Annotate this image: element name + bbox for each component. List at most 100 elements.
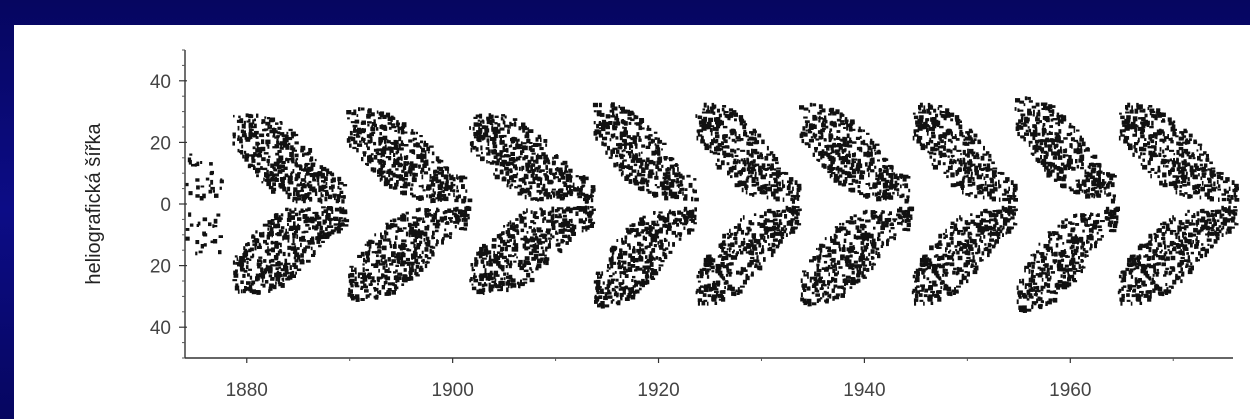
sunspot-mark [272,146,278,149]
sunspot-mark [499,162,504,167]
sunspot-mark [236,257,239,261]
sunspot-mark [354,285,360,288]
sunspot-mark [551,191,555,195]
sunspot-mark [857,170,860,174]
sunspot-mark [607,145,610,151]
sunspot-mark [845,220,849,224]
sunspot-mark [839,138,842,141]
sunspot-mark [276,232,282,237]
sunspot-mark [474,259,479,265]
sunspot-mark [726,281,729,285]
sunspot-mark [516,156,521,161]
sunspot-mark [487,149,491,153]
sunspot-mark [859,192,864,196]
sunspot-mark [503,277,506,281]
sunspot-mark [566,175,568,179]
sunspot-mark [822,280,826,285]
sunspot-mark [666,168,672,171]
sunspot-mark [587,205,590,210]
sunspot-mark [872,144,877,150]
sunspot-mark [812,256,817,261]
sunspot-mark [738,159,741,164]
sunspot-mark [298,210,301,216]
sunspot-mark [283,166,288,170]
sunspot-mark [783,172,789,175]
sunspot-mark [501,231,504,235]
sunspot-mark [242,154,245,159]
sunspot-mark [912,288,916,293]
sunspot-mark [283,176,287,180]
sunspot-mark [632,135,636,139]
sunspot-mark [420,196,424,201]
sunspot-mark [653,233,659,239]
sunspot-mark [522,126,525,131]
sunspot-mark [565,178,570,183]
sunspot-mark [684,194,688,198]
sunspot-mark [559,170,563,176]
sunspot-mark [738,134,741,139]
sunspot-mark [285,190,288,195]
sunspot-mark [277,169,283,174]
sunspot-mark [543,173,547,176]
sunspot-mark [513,119,516,122]
sunspot-mark [617,121,621,126]
sunspot-mark [827,253,832,258]
sunspot-mark [611,107,615,111]
sunspot-mark [631,223,636,227]
sunspot-mark [423,140,426,145]
sunspot-mark [509,184,512,190]
sunspot-mark [479,113,483,119]
sunspot-mark [748,153,753,157]
sunspot-mark [820,297,823,300]
sunspot-mark [678,173,683,179]
sunspot-mark [694,197,699,202]
sunspot-mark [367,274,371,278]
sunspot-mark [455,206,459,211]
sunspot-mark [195,240,200,245]
sunspot-mark [685,221,689,224]
sunspot-mark [627,262,631,267]
sunspot-mark [675,172,679,176]
sunspot-mark [723,110,726,116]
sunspot-mark [989,177,994,181]
sunspot-mark [836,241,840,245]
sunspot-mark [744,123,748,126]
sunspot-mark [829,128,833,132]
sunspot-mark [323,236,328,239]
sunspot-mark [857,190,860,193]
sunspot-mark [880,231,884,234]
sunspot-mark [834,272,838,277]
sunspot-mark [678,211,684,215]
sunspot-mark [754,239,760,243]
sunspot-mark [489,270,493,274]
sunspot-mark [648,242,653,247]
sunspot-mark [705,261,707,266]
sunspot-mark [379,290,382,295]
sunspot-mark [333,223,339,226]
sunspot-mark [899,194,903,199]
sunspot-mark [284,141,287,146]
sunspot-mark [479,246,484,252]
sunspot-mark [889,211,892,215]
sunspot-mark [515,186,519,189]
sunspot-mark [918,105,921,110]
sunspot-mark [294,162,298,167]
sunspot-mark [591,221,596,225]
sunspot-mark [724,139,728,144]
sunspot-mark [638,234,642,237]
sunspot-mark [200,185,205,188]
sunspot-mark [419,230,424,236]
sunspot-mark [744,184,748,189]
sunspot-mark [950,241,954,245]
sunspot-mark [496,251,501,254]
sunspot-mark [271,247,275,253]
sunspot-mark [863,246,867,252]
sunspot-mark [722,150,727,156]
sunspot-mark [825,125,829,129]
sunspot-mark [857,264,863,268]
sunspot-mark [390,141,393,144]
sunspot-mark [196,161,200,167]
sunspot-mark [696,274,700,279]
sunspot-mark [306,171,308,174]
sunspot-mark [407,222,412,228]
